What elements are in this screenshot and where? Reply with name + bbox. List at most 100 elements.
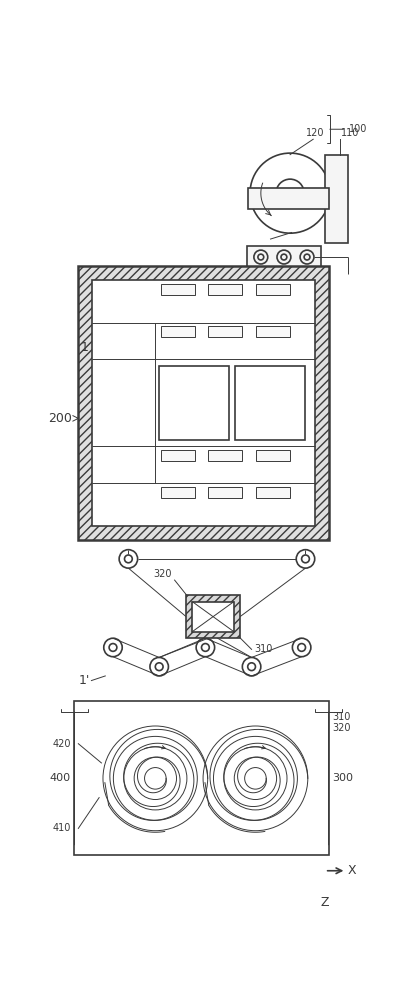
- Bar: [185, 335, 193, 337]
- Bar: [117, 411, 126, 414]
- Bar: [117, 419, 126, 422]
- Bar: [117, 419, 126, 422]
- Bar: [164, 507, 172, 509]
- Bar: [174, 502, 182, 505]
- Bar: [210, 346, 218, 348]
- Bar: [210, 470, 218, 472]
- Bar: [280, 299, 288, 302]
- Text: 420: 420: [52, 739, 71, 749]
- Bar: [258, 310, 266, 313]
- Bar: [269, 496, 277, 498]
- Bar: [174, 465, 182, 468]
- Bar: [78, 266, 328, 540]
- Bar: [185, 465, 193, 468]
- Bar: [221, 513, 229, 516]
- Bar: [258, 507, 266, 509]
- Bar: [174, 292, 182, 295]
- Bar: [221, 459, 229, 461]
- Bar: [210, 507, 218, 509]
- Bar: [269, 346, 277, 348]
- Bar: [185, 476, 193, 479]
- Bar: [185, 310, 193, 313]
- Bar: [210, 352, 218, 355]
- Bar: [221, 292, 229, 295]
- Bar: [232, 496, 239, 498]
- Bar: [103, 405, 112, 408]
- Bar: [103, 413, 112, 416]
- Bar: [103, 419, 112, 422]
- Bar: [232, 513, 239, 516]
- Bar: [280, 341, 288, 344]
- Text: 320: 320: [332, 723, 351, 733]
- Bar: [258, 476, 266, 479]
- Bar: [117, 413, 126, 416]
- Bar: [185, 470, 193, 472]
- Bar: [103, 455, 112, 458]
- Bar: [159, 366, 229, 440]
- Bar: [164, 352, 172, 355]
- Bar: [185, 299, 193, 302]
- Bar: [174, 303, 182, 306]
- Bar: [117, 441, 126, 444]
- Bar: [269, 310, 277, 313]
- Bar: [269, 292, 277, 295]
- Bar: [221, 352, 229, 355]
- Bar: [164, 502, 172, 505]
- Bar: [164, 459, 172, 461]
- Bar: [280, 465, 288, 468]
- Bar: [269, 352, 277, 355]
- Bar: [192, 602, 234, 632]
- Bar: [103, 441, 112, 444]
- Bar: [258, 335, 266, 337]
- Bar: [164, 465, 172, 468]
- Bar: [185, 459, 193, 461]
- Bar: [117, 369, 126, 372]
- Bar: [235, 366, 305, 440]
- Bar: [164, 496, 172, 498]
- Bar: [269, 507, 277, 509]
- Bar: [210, 496, 218, 498]
- Bar: [221, 465, 229, 468]
- Bar: [174, 335, 182, 337]
- Bar: [103, 405, 112, 408]
- Bar: [280, 292, 288, 295]
- Bar: [221, 335, 229, 337]
- Bar: [75, 701, 328, 855]
- Bar: [208, 326, 241, 337]
- Bar: [103, 369, 112, 372]
- Bar: [162, 450, 195, 461]
- Bar: [280, 513, 288, 516]
- Bar: [164, 292, 172, 295]
- Bar: [221, 346, 229, 348]
- Bar: [258, 470, 266, 472]
- Bar: [117, 447, 126, 450]
- Bar: [232, 292, 239, 295]
- Bar: [210, 341, 218, 344]
- Bar: [174, 352, 182, 355]
- Bar: [280, 459, 288, 461]
- Bar: [92, 280, 315, 526]
- Bar: [185, 292, 193, 295]
- Bar: [185, 502, 193, 505]
- Bar: [117, 427, 126, 430]
- Text: 400: 400: [50, 773, 71, 783]
- Bar: [162, 284, 195, 295]
- Bar: [103, 419, 112, 422]
- Text: 310: 310: [254, 644, 272, 654]
- Bar: [103, 411, 112, 414]
- Bar: [162, 326, 195, 337]
- Bar: [164, 299, 172, 302]
- Bar: [269, 459, 277, 461]
- Bar: [221, 299, 229, 302]
- Bar: [221, 341, 229, 344]
- Text: 1': 1': [78, 674, 90, 687]
- Bar: [117, 377, 126, 380]
- Bar: [210, 476, 218, 479]
- Bar: [280, 502, 288, 505]
- Bar: [269, 476, 277, 479]
- Bar: [232, 346, 239, 348]
- Bar: [162, 487, 195, 498]
- Bar: [103, 383, 112, 386]
- Bar: [269, 465, 277, 468]
- Bar: [117, 455, 126, 458]
